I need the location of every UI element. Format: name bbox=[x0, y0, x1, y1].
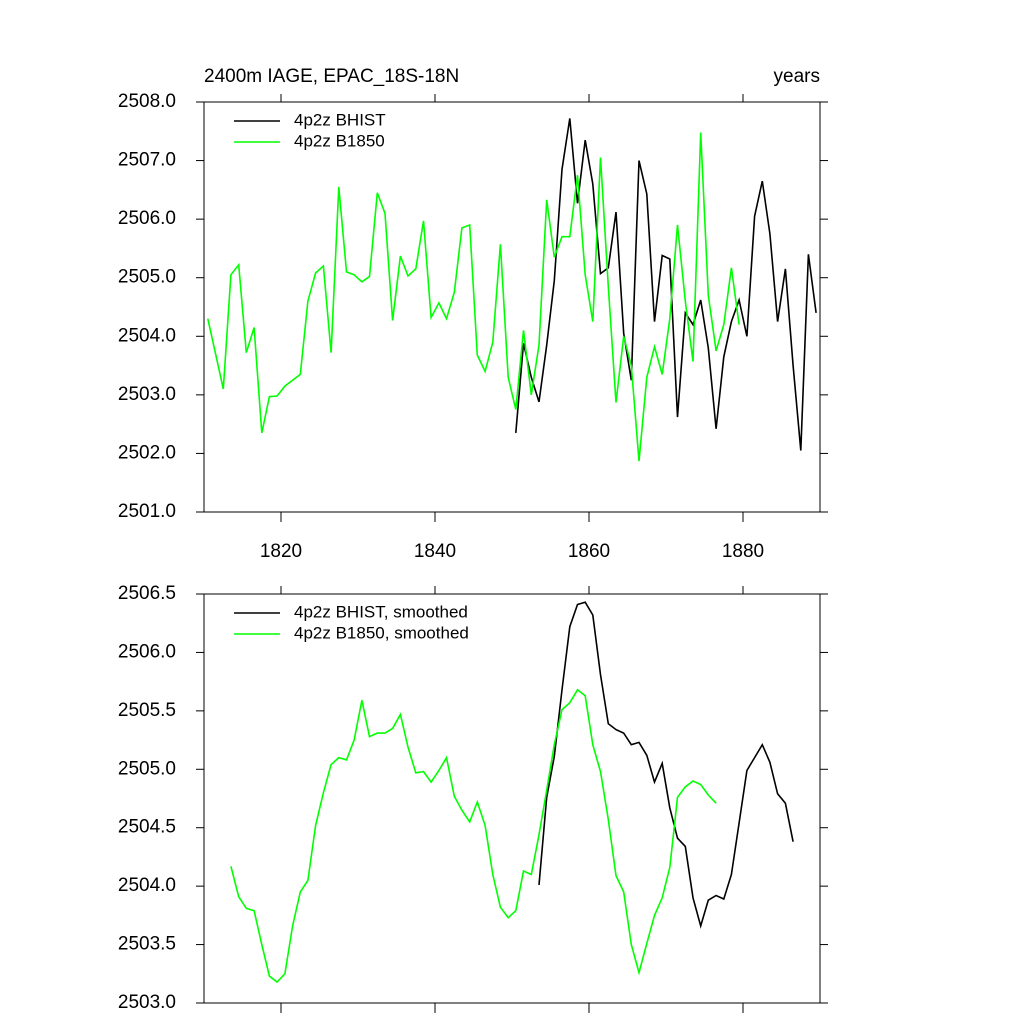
y-tick-label: 2504.0 bbox=[118, 325, 176, 346]
y-tick-label: 2506.0 bbox=[118, 208, 176, 229]
y-tick-label: 2507.0 bbox=[118, 150, 176, 171]
y-tick-label: 2504.0 bbox=[118, 875, 176, 896]
y-tick-label: 2505.0 bbox=[118, 758, 176, 779]
chart-subtitle: years bbox=[774, 66, 820, 87]
y-tick-label: 2503.0 bbox=[118, 384, 176, 405]
y-tick-label: 2503.0 bbox=[118, 992, 176, 1013]
x-tick-label: 1880 bbox=[722, 541, 764, 562]
y-tick-label: 2506.5 bbox=[118, 583, 176, 604]
plot-frame bbox=[203, 593, 821, 1004]
y-tick-label: 2502.0 bbox=[118, 442, 176, 463]
y-tick-label: 2508.0 bbox=[118, 91, 176, 112]
y-tick-label: 2503.5 bbox=[118, 934, 176, 955]
data-line bbox=[230, 688, 717, 984]
y-tick-label: 2501.0 bbox=[118, 501, 176, 522]
legend-label: 4p2z BHIST, smoothed bbox=[294, 602, 468, 621]
legend-label: 4p2z BHIST bbox=[294, 110, 386, 129]
y-tick-label: 2505.0 bbox=[118, 267, 176, 288]
y-tick-label: 2505.5 bbox=[118, 700, 176, 721]
data-line bbox=[538, 601, 794, 929]
y-tick-label: 2504.5 bbox=[118, 817, 176, 838]
chart-title: 2400m IAGE, EPAC_18S-18N bbox=[204, 66, 459, 87]
plot-frame bbox=[203, 101, 821, 513]
data-line bbox=[207, 132, 740, 462]
x-tick-label: 1860 bbox=[568, 541, 610, 562]
y-tick-label: 2506.0 bbox=[118, 641, 176, 662]
x-tick-label: 1840 bbox=[414, 541, 456, 562]
legend-label: 4p2z B1850, smoothed bbox=[294, 623, 469, 642]
legend-label: 4p2z B1850 bbox=[294, 131, 385, 150]
x-tick-label: 1820 bbox=[260, 541, 302, 562]
data-line bbox=[515, 118, 817, 451]
